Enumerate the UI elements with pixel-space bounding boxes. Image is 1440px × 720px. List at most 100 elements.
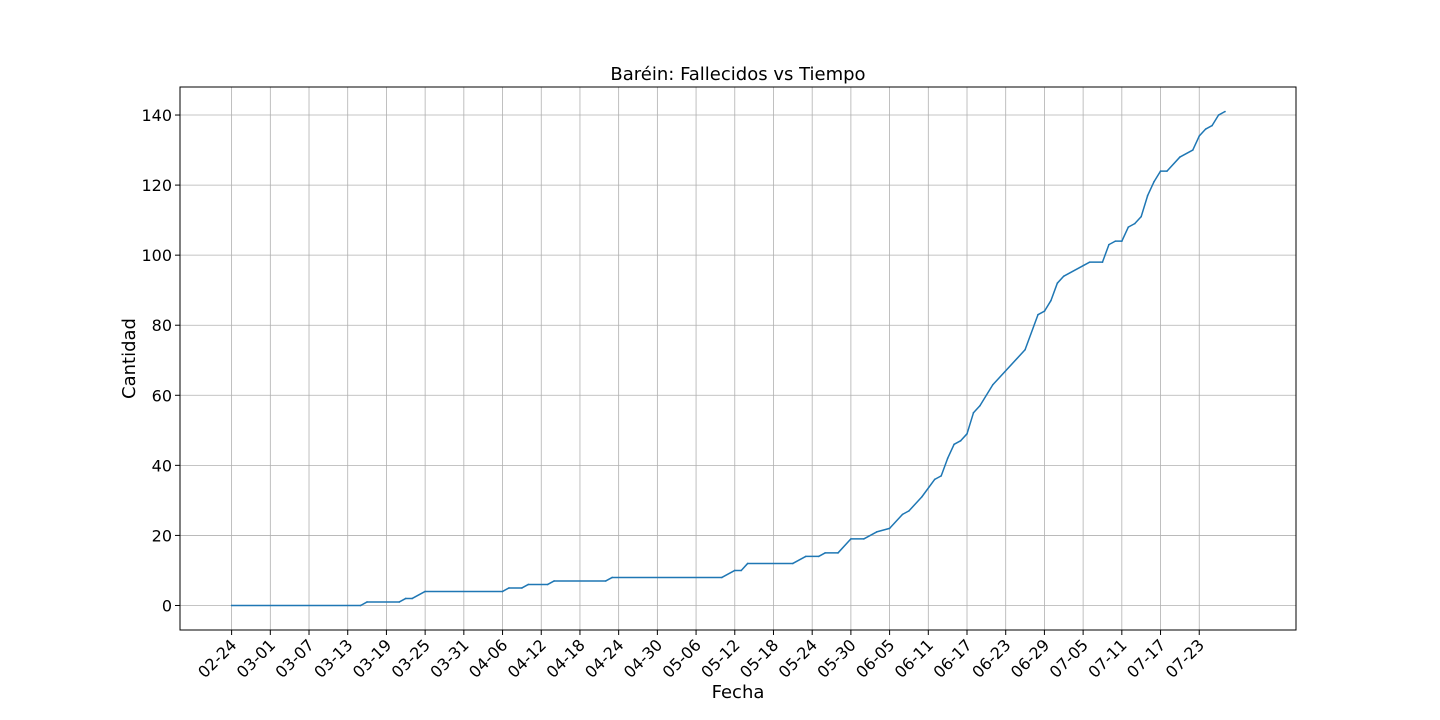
x-tick-label: 03-07 xyxy=(272,635,318,681)
data-point xyxy=(817,555,820,558)
y-tick-label: 20 xyxy=(152,526,172,545)
x-tick-label: 03-19 xyxy=(349,635,395,681)
data-point xyxy=(398,601,401,603)
data-point xyxy=(1062,275,1065,277)
data-point xyxy=(921,496,923,498)
ticks: 02-2403-0103-0703-1303-1903-2503-3104-06… xyxy=(141,106,1208,682)
x-tick-label: 04-18 xyxy=(542,635,588,681)
data-point xyxy=(721,576,723,579)
data-point xyxy=(992,383,994,386)
x-tick-label: 05-24 xyxy=(775,635,821,681)
data-point xyxy=(1159,170,1162,172)
data-point xyxy=(1179,156,1181,158)
data-point xyxy=(1217,114,1220,116)
data-point xyxy=(953,443,955,446)
x-tick-label: 04-12 xyxy=(504,635,550,681)
data-point xyxy=(1056,282,1059,284)
x-tick-label: 02-24 xyxy=(194,635,240,681)
data-point xyxy=(1211,124,1213,127)
data-point xyxy=(1198,135,1201,137)
data-point xyxy=(875,531,878,533)
data-point xyxy=(1101,261,1104,263)
x-tick-label: 06-11 xyxy=(891,635,937,681)
data-point xyxy=(404,597,407,600)
data-point xyxy=(1127,226,1130,228)
data-point xyxy=(1114,240,1117,242)
data-point xyxy=(946,457,949,460)
data-point xyxy=(837,552,839,554)
x-tick-label: 04-30 xyxy=(620,635,666,681)
data-point xyxy=(604,580,607,582)
data-point xyxy=(940,475,942,477)
data-point xyxy=(901,513,904,516)
plot-frame xyxy=(179,86,1297,631)
data-point xyxy=(1121,240,1123,242)
data-point xyxy=(1082,264,1084,267)
data-point xyxy=(1153,180,1155,183)
x-axis-title: Fecha xyxy=(712,682,765,703)
x-tick-label: 06-29 xyxy=(1007,635,1053,681)
data-point xyxy=(508,587,510,589)
x-tick-label: 07-11 xyxy=(1084,635,1130,681)
data-point xyxy=(527,583,530,586)
x-tick-label: 07-23 xyxy=(1162,635,1208,681)
data-point xyxy=(888,527,891,530)
data-point xyxy=(1043,310,1046,313)
x-tick-label: 07-05 xyxy=(1046,635,1092,681)
data-point xyxy=(1146,194,1149,197)
data-point xyxy=(850,538,852,540)
data-point xyxy=(611,576,614,579)
x-tick-label: 03-25 xyxy=(388,635,434,681)
series-layer xyxy=(230,110,1226,607)
data-point xyxy=(366,601,368,603)
data-point xyxy=(1140,215,1142,218)
data-point xyxy=(933,478,936,481)
data-point xyxy=(553,580,555,582)
data-point xyxy=(546,583,549,586)
data-point xyxy=(966,433,968,435)
chart-title: Baréin: Fallecidos vs Tiempo xyxy=(610,64,865,85)
x-tick-label: 05-18 xyxy=(736,635,782,681)
data-point xyxy=(424,590,426,593)
series-line xyxy=(231,110,1226,607)
data-point xyxy=(1088,261,1091,263)
x-tick-label: 04-06 xyxy=(465,635,511,681)
data-point xyxy=(1166,170,1168,172)
data-point xyxy=(908,510,910,512)
y-tick-label: 140 xyxy=(141,106,172,125)
data-point xyxy=(972,412,975,414)
data-point xyxy=(1108,243,1110,246)
x-tick-label: 05-12 xyxy=(697,635,743,681)
y-tick-label: 0 xyxy=(162,596,172,615)
data-point xyxy=(230,604,233,607)
data-point xyxy=(979,404,981,407)
x-tick-label: 03-13 xyxy=(310,635,356,681)
x-tick-label: 03-31 xyxy=(426,635,472,681)
x-tick-label: 06-05 xyxy=(852,635,898,681)
data-point xyxy=(411,597,414,600)
x-tick-label: 07-17 xyxy=(1123,635,1169,681)
data-point xyxy=(746,562,749,565)
x-tick-label: 04-24 xyxy=(581,635,627,681)
data-point xyxy=(1037,313,1039,316)
x-tick-label: 03-01 xyxy=(233,635,279,681)
x-tick-label: 06-17 xyxy=(930,635,976,681)
data-point xyxy=(733,569,736,572)
data-point xyxy=(824,552,826,554)
y-tick-label: 60 xyxy=(152,386,172,405)
y-axis-title: Cantidad xyxy=(119,318,140,399)
data-point xyxy=(521,587,523,589)
data-point xyxy=(1133,222,1136,225)
data-point xyxy=(501,590,504,593)
y-tick-label: 120 xyxy=(141,176,172,195)
x-tick-label: 05-30 xyxy=(813,635,859,681)
data-point xyxy=(1191,149,1194,151)
data-point xyxy=(1204,128,1207,130)
x-tick-label: 05-06 xyxy=(659,635,705,681)
data-point xyxy=(1050,299,1052,302)
data-point xyxy=(959,440,962,442)
data-point xyxy=(740,569,743,572)
data-point xyxy=(359,604,362,607)
y-tick-label: 100 xyxy=(141,246,172,265)
